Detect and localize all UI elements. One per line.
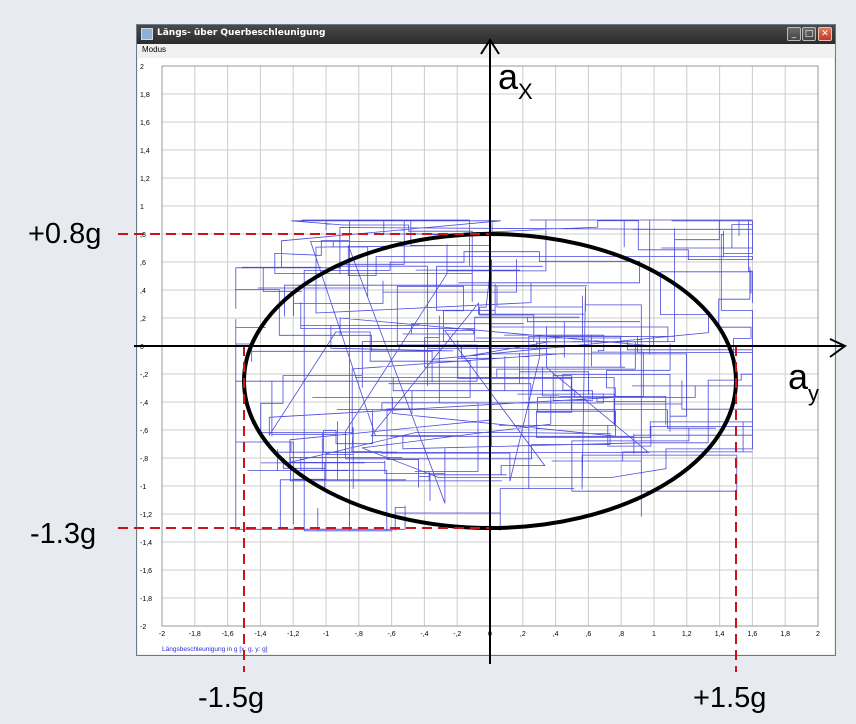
y-tick-label: 1,8 — [140, 92, 150, 99]
y-tick-label: ,6 — [140, 260, 146, 267]
x-tick-label: -,6 — [388, 631, 396, 638]
y-tick-label: 1,2 — [140, 176, 150, 183]
plot-background — [138, 58, 834, 654]
x-tick-label: 1,8 — [780, 631, 790, 638]
ay-axis-label: ay — [788, 356, 820, 406]
limit-label-plus-1-5g: +1.5g — [693, 682, 767, 714]
y-tick-label: ,8 — [140, 232, 146, 239]
limit-label-minus-1-5g: -1.5g — [198, 682, 265, 714]
x-tick-label: -,2 — [453, 631, 461, 638]
x-tick-label: -,8 — [355, 631, 363, 638]
minimize-button[interactable]: _ — [787, 27, 801, 41]
acceleration-trace — [235, 219, 753, 532]
x-tick-label: -1 — [323, 631, 329, 638]
x-tick-label: 1 — [652, 631, 656, 638]
limit-label-minus-1-3g: -1.3g — [30, 518, 97, 550]
y-tick-label: -1 — [140, 484, 146, 491]
x-tick-label: ,2 — [520, 631, 526, 638]
y-tick-label: -1,6 — [140, 568, 152, 575]
window-title: Längs- über Querbeschleunigung — [157, 28, 326, 38]
x-tick-label: -1,2 — [287, 631, 299, 638]
java-app-icon — [141, 28, 153, 40]
limit-label-plus-0-8g: +0.8g — [28, 218, 102, 250]
x-tick-label: ,4 — [553, 631, 559, 638]
x-tick-label: 1,6 — [748, 631, 758, 638]
x-tick-label: -,4 — [420, 631, 428, 638]
maximize-button[interactable]: □ — [802, 27, 816, 41]
ax-axis-arrow — [480, 38, 500, 55]
y-tick-label: ,2 — [140, 316, 146, 323]
menu-item-modus[interactable]: Modus — [142, 45, 167, 54]
x-tick-label: -1,8 — [189, 631, 201, 638]
close-button[interactable]: ✕ — [818, 27, 832, 41]
y-tick-label: 1,6 — [140, 120, 150, 127]
x-tick-label: -2 — [159, 631, 165, 638]
ax-axis-label: aX — [498, 56, 533, 104]
x-tick-label: 1,4 — [715, 631, 725, 638]
y-tick-label: -,8 — [140, 456, 148, 463]
x-tick-label: 1,2 — [682, 631, 692, 638]
x-axis-caption: Längsbeschleunigung in g [x: g, y: g] — [162, 646, 268, 653]
x-tick-label: -1,6 — [222, 631, 234, 638]
x-tick-label: ,8 — [618, 631, 624, 638]
x-tick-label: 2 — [816, 631, 820, 638]
y-tick-label: 1,4 — [140, 148, 150, 155]
y-tick-label: -,4 — [140, 400, 148, 407]
y-tick-label: -1,8 — [140, 596, 152, 603]
ay-axis-arrow — [829, 338, 847, 358]
y-tick-label: -,2 — [140, 372, 148, 379]
y-tick-label: -,6 — [140, 428, 148, 435]
y-tick-label: 0 — [140, 344, 144, 351]
title-bar[interactable]: Längs- über Querbeschleunigung _ □ ✕ — [137, 25, 835, 44]
y-tick-label: -2 — [140, 624, 146, 631]
x-tick-label: ,6 — [585, 631, 591, 638]
y-tick-label: 2 — [140, 64, 144, 71]
y-tick-label: -1,2 — [140, 512, 152, 519]
x-tick-label: -1,4 — [254, 631, 266, 638]
y-tick-label: 1 — [140, 204, 144, 211]
y-tick-label: -1,4 — [140, 540, 152, 547]
y-tick-label: ,4 — [140, 288, 146, 295]
